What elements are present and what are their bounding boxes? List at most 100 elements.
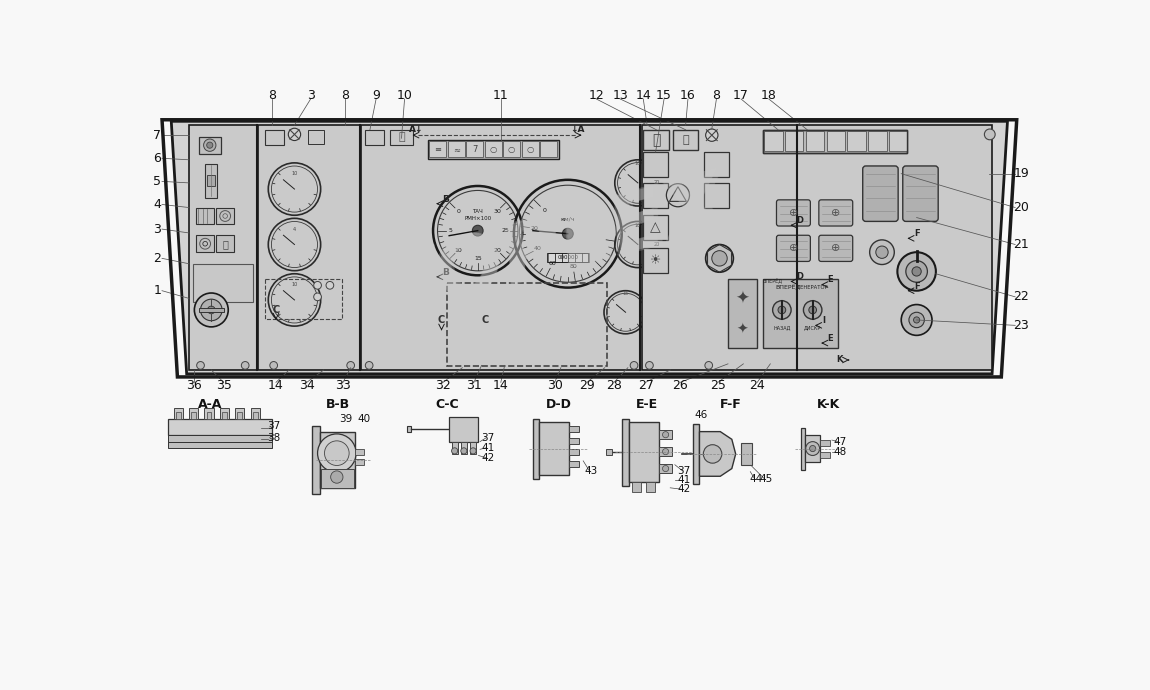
Bar bbox=[196, 208, 214, 224]
Circle shape bbox=[473, 225, 483, 236]
Text: K-K: K-K bbox=[816, 398, 840, 411]
Text: 9: 9 bbox=[373, 90, 380, 102]
Circle shape bbox=[317, 434, 356, 473]
Bar bbox=[189, 408, 198, 419]
Bar bbox=[805, 435, 820, 462]
Text: ○: ○ bbox=[527, 144, 534, 153]
Bar bbox=[307, 130, 324, 144]
Bar bbox=[762, 130, 907, 153]
Bar bbox=[429, 141, 446, 157]
Bar bbox=[568, 437, 580, 444]
Text: 6: 6 bbox=[153, 152, 161, 165]
Bar bbox=[764, 131, 783, 151]
Circle shape bbox=[314, 293, 321, 301]
Bar bbox=[659, 447, 672, 456]
Circle shape bbox=[452, 448, 458, 454]
FancyBboxPatch shape bbox=[903, 166, 938, 221]
Text: 26: 26 bbox=[673, 379, 688, 392]
Text: ⊕: ⊕ bbox=[831, 244, 841, 253]
Bar bbox=[447, 141, 465, 157]
Text: F: F bbox=[914, 229, 920, 238]
Circle shape bbox=[562, 228, 573, 239]
Circle shape bbox=[662, 448, 668, 455]
Bar bbox=[199, 308, 223, 313]
Text: 14: 14 bbox=[268, 379, 284, 392]
Circle shape bbox=[706, 129, 718, 141]
Bar bbox=[320, 433, 354, 488]
Text: I: I bbox=[822, 316, 825, 325]
Bar bbox=[820, 440, 829, 446]
Bar bbox=[659, 464, 672, 473]
Bar bbox=[631, 482, 641, 492]
Bar bbox=[568, 461, 580, 467]
Bar bbox=[504, 141, 520, 157]
Text: 0: 0 bbox=[543, 208, 546, 213]
Bar bbox=[868, 131, 887, 151]
Text: 0: 0 bbox=[457, 208, 460, 214]
Bar bbox=[428, 140, 559, 159]
Text: 30: 30 bbox=[493, 208, 501, 214]
Bar bbox=[168, 419, 273, 435]
Text: 7: 7 bbox=[153, 128, 161, 141]
Text: 36: 36 bbox=[186, 379, 202, 392]
Text: ТАЧ: ТАЧ bbox=[473, 209, 483, 215]
Bar bbox=[354, 449, 363, 455]
Circle shape bbox=[912, 267, 921, 276]
Bar bbox=[762, 279, 838, 348]
Circle shape bbox=[712, 250, 727, 266]
Text: РМН×100: РМН×100 bbox=[465, 216, 491, 221]
Text: ⊕: ⊕ bbox=[789, 208, 798, 218]
Circle shape bbox=[666, 184, 690, 207]
Text: D-D: D-D bbox=[545, 398, 572, 411]
Bar bbox=[207, 175, 215, 186]
Text: 3: 3 bbox=[307, 90, 315, 102]
Bar bbox=[220, 408, 229, 419]
Text: 10: 10 bbox=[635, 161, 641, 166]
Bar bbox=[741, 443, 752, 465]
Bar bbox=[547, 253, 589, 262]
Text: 8: 8 bbox=[713, 90, 720, 102]
Bar bbox=[643, 248, 668, 273]
Text: 28: 28 bbox=[606, 379, 622, 392]
Text: 10: 10 bbox=[397, 90, 413, 102]
Text: 5: 5 bbox=[153, 175, 161, 188]
Text: ☀: ☀ bbox=[650, 254, 661, 267]
Text: 17: 17 bbox=[734, 90, 749, 102]
Text: 10: 10 bbox=[635, 223, 641, 228]
Text: 4: 4 bbox=[293, 226, 296, 232]
Text: 32: 32 bbox=[435, 379, 451, 392]
Text: 30: 30 bbox=[546, 379, 562, 392]
Bar bbox=[205, 164, 217, 197]
Bar bbox=[561, 253, 568, 262]
Text: 10: 10 bbox=[454, 248, 462, 253]
Bar bbox=[575, 253, 582, 262]
Text: △: △ bbox=[650, 221, 661, 235]
Bar bbox=[470, 442, 476, 454]
Text: E-E: E-E bbox=[636, 398, 658, 411]
Text: 60: 60 bbox=[549, 261, 557, 266]
Text: C: C bbox=[273, 305, 279, 315]
Text: 5: 5 bbox=[448, 228, 452, 233]
Text: C: C bbox=[482, 315, 489, 325]
Bar bbox=[806, 131, 825, 151]
Circle shape bbox=[242, 362, 250, 369]
Text: 16: 16 bbox=[680, 90, 696, 102]
Text: ⊕: ⊕ bbox=[789, 244, 798, 253]
Text: 27: 27 bbox=[637, 379, 653, 392]
Circle shape bbox=[810, 446, 815, 452]
Bar bbox=[547, 253, 554, 262]
Bar bbox=[193, 264, 253, 302]
Text: ≈: ≈ bbox=[453, 144, 460, 153]
Text: ⊕: ⊕ bbox=[831, 208, 841, 218]
Circle shape bbox=[804, 301, 822, 319]
Circle shape bbox=[662, 466, 668, 472]
Polygon shape bbox=[171, 121, 1007, 374]
Text: E: E bbox=[828, 275, 834, 284]
Text: 12: 12 bbox=[589, 90, 604, 102]
Text: 35: 35 bbox=[216, 379, 231, 392]
Text: A↓: A↓ bbox=[409, 124, 423, 133]
Text: 43: 43 bbox=[584, 466, 598, 476]
Text: 000000: 000000 bbox=[558, 255, 578, 260]
Bar bbox=[643, 130, 669, 150]
Text: 10: 10 bbox=[291, 171, 298, 176]
